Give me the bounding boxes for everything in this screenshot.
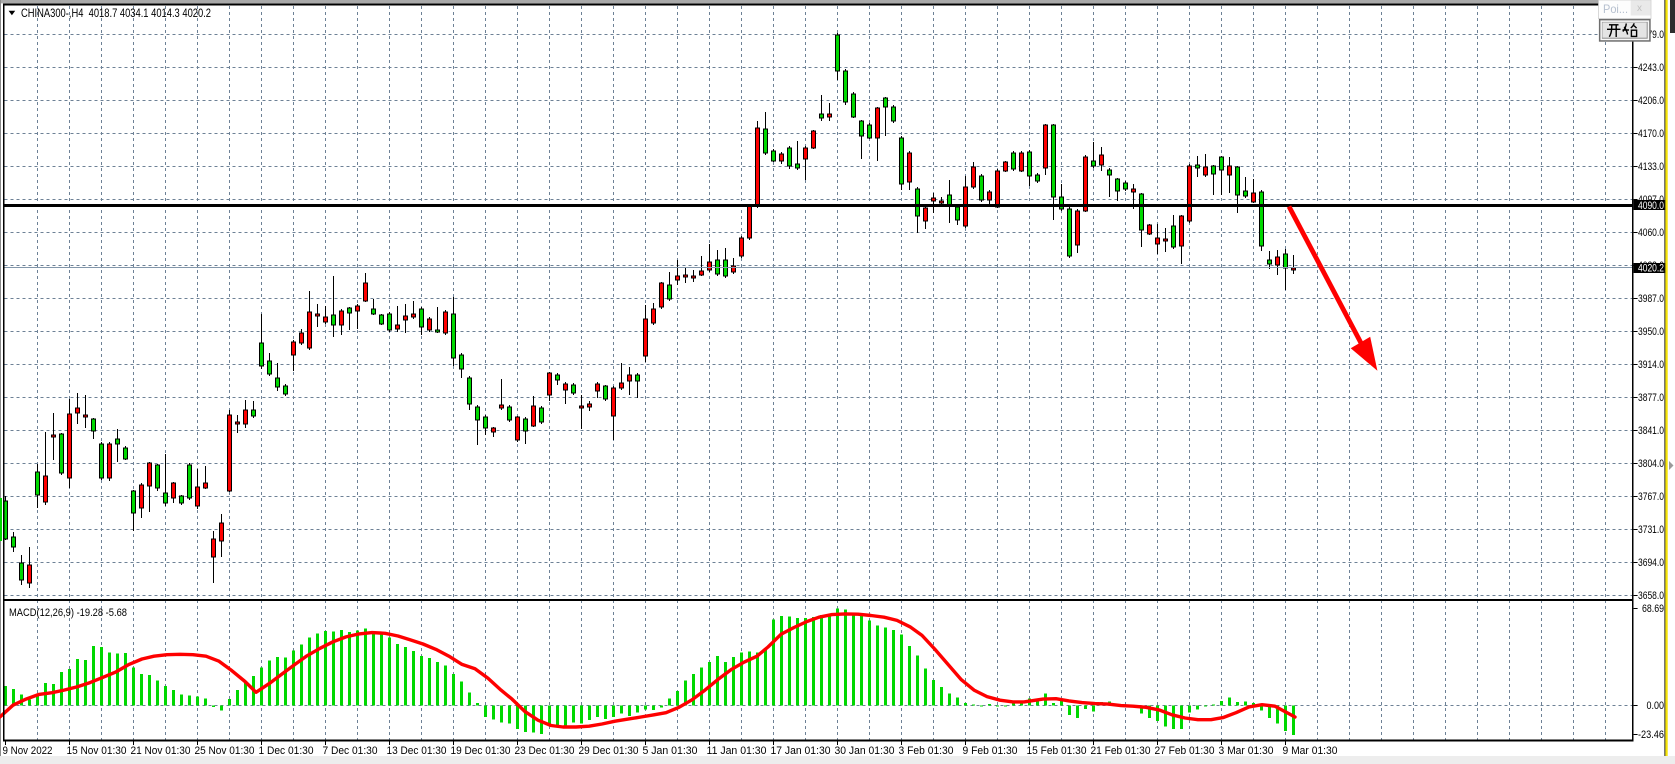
- svg-text:13 Dec 01:30: 13 Dec 01:30: [387, 745, 447, 757]
- svg-text:4133.0: 4133.0: [1638, 161, 1664, 173]
- svg-text:3 Mar 01:30: 3 Mar 01:30: [1219, 745, 1274, 757]
- svg-text:3 Feb 01:30: 3 Feb 01:30: [899, 745, 954, 757]
- svg-text:MACD(12,26,9) -19.28 -5.68: MACD(12,26,9) -19.28 -5.68: [9, 607, 127, 619]
- svg-text:3804.0: 3804.0: [1638, 458, 1664, 470]
- svg-text:68.69: 68.69: [1642, 603, 1664, 615]
- svg-text:3731.0: 3731.0: [1638, 524, 1664, 536]
- svg-text:3877.0: 3877.0: [1638, 392, 1664, 404]
- svg-text:CHINA300-,H4 4018.7 4034.1 40: CHINA300-,H4 4018.7 4034.1 4014.3 4020.2: [21, 6, 211, 20]
- svg-text:7 Dec 01:30: 7 Dec 01:30: [323, 745, 378, 757]
- svg-text:19 Dec 01:30: 19 Dec 01:30: [451, 745, 511, 757]
- svg-text:15 Nov 01:30: 15 Nov 01:30: [67, 745, 127, 757]
- svg-text:23 Dec 01:30: 23 Dec 01:30: [515, 745, 575, 757]
- svg-text:17 Jan 01:30: 17 Jan 01:30: [771, 745, 831, 757]
- svg-text:3987.0: 3987.0: [1638, 293, 1664, 305]
- svg-text:4090.0: 4090.0: [1638, 200, 1664, 212]
- svg-text:4206.0: 4206.0: [1638, 95, 1664, 107]
- svg-text:3914.0: 3914.0: [1638, 359, 1664, 371]
- svg-text:5 Jan 01:30: 5 Jan 01:30: [643, 745, 698, 757]
- svg-text:30 Jan 01:30: 30 Jan 01:30: [835, 745, 895, 757]
- svg-text:3841.0: 3841.0: [1638, 425, 1664, 437]
- svg-text:3694.0: 3694.0: [1638, 557, 1664, 569]
- svg-text:3950.0: 3950.0: [1638, 326, 1664, 338]
- svg-text:21 Nov 01:30: 21 Nov 01:30: [131, 745, 191, 757]
- svg-text:15 Feb 01:30: 15 Feb 01:30: [1027, 745, 1087, 757]
- svg-text:21 Feb 01:30: 21 Feb 01:30: [1091, 745, 1151, 757]
- svg-text:11 Jan 01:30: 11 Jan 01:30: [707, 745, 767, 757]
- svg-text:9 Mar 01:30: 9 Mar 01:30: [1283, 745, 1338, 757]
- svg-text:Poi...: Poi...: [1603, 2, 1628, 16]
- svg-text:9 Nov 2022: 9 Nov 2022: [3, 745, 53, 757]
- svg-text:4020.2: 4020.2: [1638, 263, 1664, 275]
- svg-text:25 Nov 01:30: 25 Nov 01:30: [195, 745, 255, 757]
- svg-text:9 Feb 01:30: 9 Feb 01:30: [963, 745, 1018, 757]
- svg-text:x: x: [1637, 3, 1642, 14]
- svg-text:4170.0: 4170.0: [1638, 128, 1664, 140]
- svg-text:29 Dec 01:30: 29 Dec 01:30: [579, 745, 639, 757]
- svg-text:3658.0: 3658.0: [1638, 590, 1664, 602]
- svg-text:-23.46: -23.46: [1638, 729, 1664, 741]
- svg-text:27 Feb 01:30: 27 Feb 01:30: [1155, 745, 1215, 757]
- svg-text:3767.0: 3767.0: [1638, 491, 1664, 503]
- svg-text:1 Dec 01:30: 1 Dec 01:30: [259, 745, 314, 757]
- svg-text:4243.0: 4243.0: [1638, 62, 1664, 74]
- svg-text:4060.0: 4060.0: [1638, 227, 1664, 239]
- svg-text:0.00: 0.00: [1647, 700, 1665, 712]
